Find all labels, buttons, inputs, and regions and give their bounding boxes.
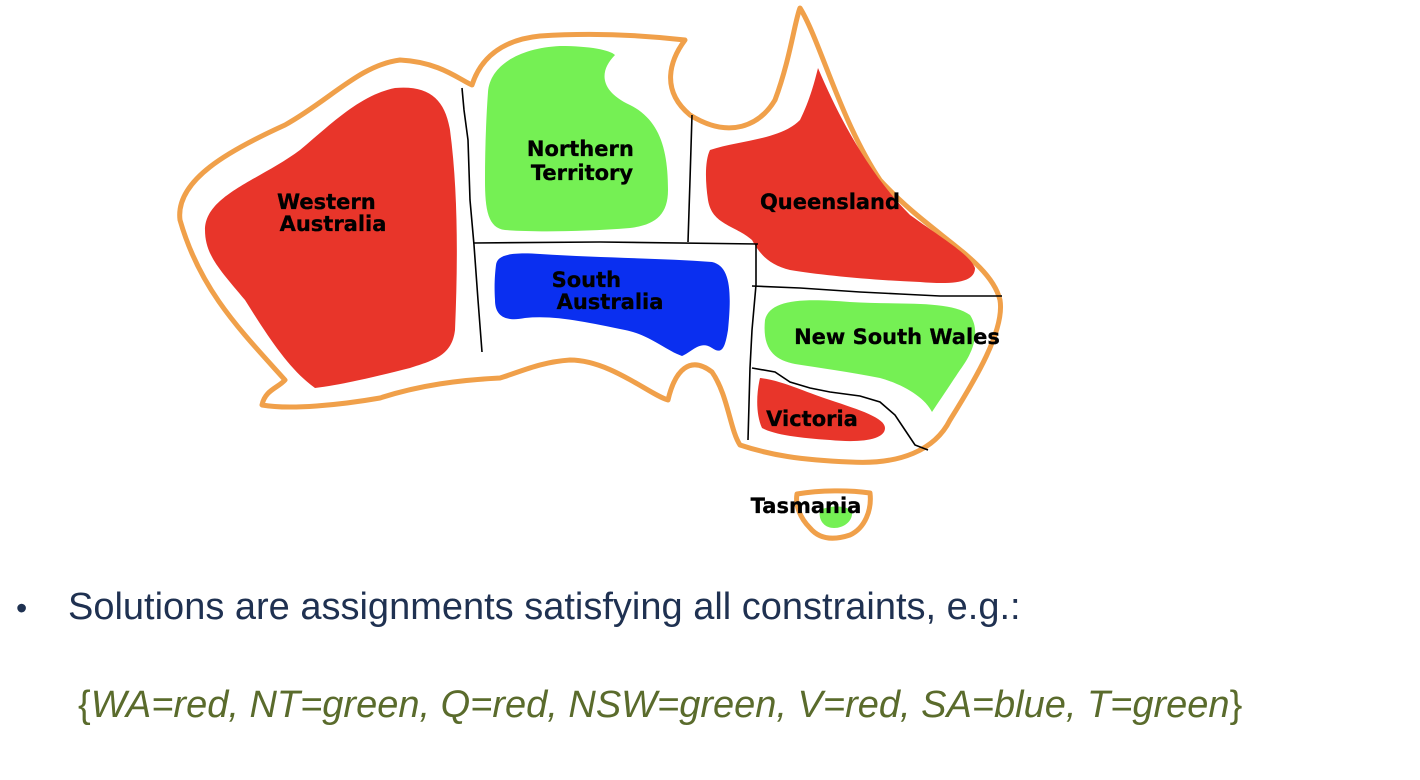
label-south-australia-line-2: Australia — [557, 290, 664, 314]
label-queensland: Queensland — [760, 190, 900, 214]
border-nt-q — [687, 114, 693, 243]
bullet-dot-icon: • — [16, 590, 28, 626]
border-nt-sa — [473, 241, 759, 245]
region-shape-northern-territory — [485, 46, 668, 232]
label-western-australia-line-2: Australia — [280, 212, 387, 236]
border-q-nsw — [751, 285, 1002, 297]
label-western-australia-line-1: Western — [277, 190, 376, 214]
label-queensland-line-1: Queensland — [760, 190, 900, 214]
label-new-south-wales: New South Wales — [794, 325, 1000, 349]
border-nsw-vic — [751, 367, 929, 451]
label-tasmania-line-1: Tasmania — [751, 494, 862, 518]
state-borders — [461, 87, 1002, 451]
region-shape-queensland — [705, 68, 975, 284]
tasmania-outline — [794, 488, 873, 541]
bullet-point: • Solutions are assignments satisfying a… — [16, 586, 1021, 629]
label-northern-territory: Northern Territory — [527, 137, 641, 185]
solution-open-brace: { — [78, 684, 91, 726]
region-shape-victoria — [757, 378, 885, 442]
australia-map: Western Australia Northern Territory Que… — [177, 5, 1004, 541]
solution-assignment: {WA=red, NT=green, Q=red, NSW=green, V=r… — [78, 684, 1242, 727]
region-shape-tasmania — [819, 506, 853, 528]
label-tasmania: Tasmania — [751, 494, 862, 518]
border-wa-nt-sa — [461, 87, 483, 353]
solution-body: WA=red, NT=green, Q=red, NSW=green, V=re… — [90, 684, 1230, 726]
label-new-south-wales-line-1: New South Wales — [794, 325, 1000, 349]
bullet-text: Solutions are assignments satisfying all… — [68, 586, 1021, 628]
label-northern-territory-line-1: Northern — [527, 137, 634, 161]
label-northern-territory-line-2: Territory — [531, 161, 634, 185]
label-victoria-line-1: Victoria — [766, 407, 858, 431]
solution-close-brace: } — [1229, 684, 1243, 726]
mainland-outline — [177, 5, 1004, 465]
region-labels: Western Australia Northern Territory Que… — [277, 137, 1000, 518]
label-south-australia: South Australia — [552, 268, 664, 314]
region-shape-new-south-wales — [764, 300, 976, 412]
label-victoria: Victoria — [766, 407, 858, 431]
label-south-australia-line-1: South — [552, 268, 622, 292]
region-shape-western-australia — [205, 87, 457, 389]
border-sa-east — [747, 244, 757, 441]
label-western-australia: Western Australia — [277, 190, 386, 236]
region-shape-south-australia — [494, 253, 730, 356]
